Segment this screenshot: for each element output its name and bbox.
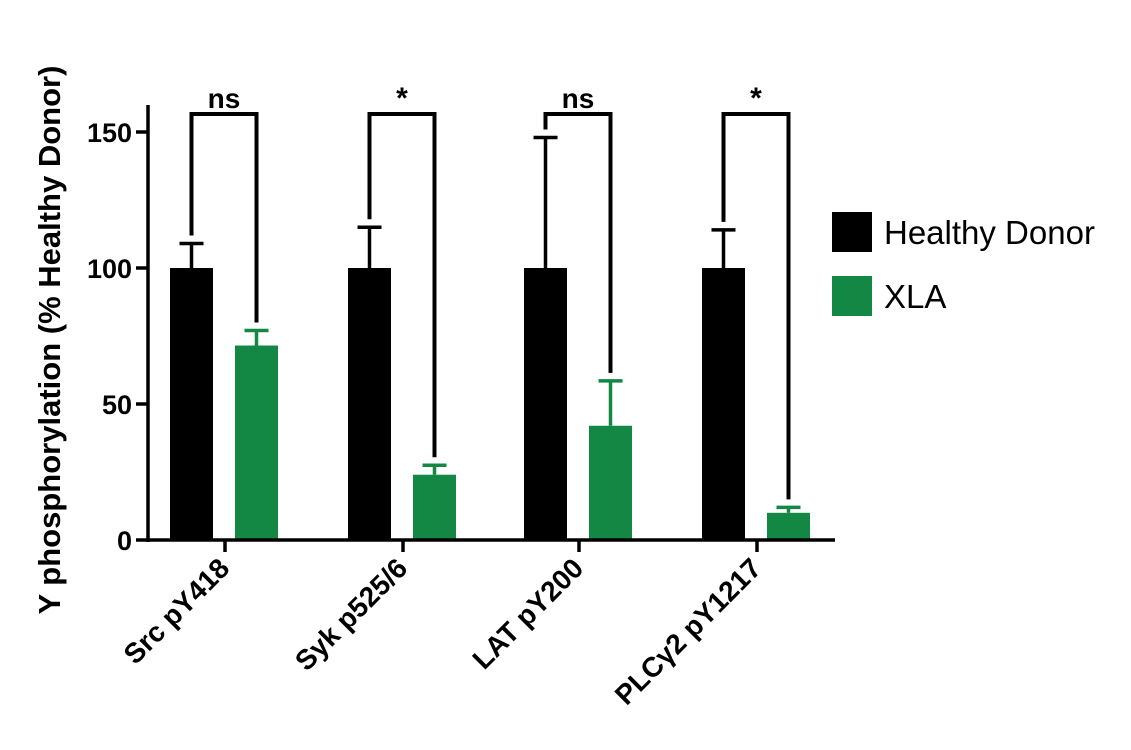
x-tick-label-2: Syk p525/6: [289, 552, 413, 676]
significance-bracket-3: [543, 112, 613, 373]
y-tick-label-100: 100: [87, 254, 132, 284]
y-tick-label-50: 50: [102, 390, 132, 420]
significance-bracket-1: [189, 112, 259, 323]
y-tick-label-150: 150: [87, 118, 132, 148]
bar-xla-3: [589, 425, 632, 540]
bar-xla-1: [235, 345, 278, 540]
significance-label-2: *: [396, 82, 408, 115]
x-tick-label-4: PLCγ2 pY1217: [609, 552, 767, 710]
bar-healthy-donor-2: [348, 268, 391, 540]
bar-xla-2: [413, 474, 456, 540]
significance-label-4: *: [750, 82, 762, 115]
legend: Healthy Donor XLA: [832, 212, 1095, 316]
bar-healthy-donor-4: [702, 268, 745, 540]
bar-healthy-donor-1: [170, 268, 213, 540]
legend-label-xla: XLA: [884, 278, 946, 315]
y-tick-label-0: 0: [117, 526, 132, 556]
significance-layer: ns * ns *: [189, 82, 791, 500]
bars-layer: [170, 268, 810, 540]
x-tick-label-1: Src pY418: [118, 552, 236, 670]
significance-label-3: ns: [562, 83, 595, 114]
bar-xla-4: [767, 512, 810, 540]
error-bars-layer: [179, 135, 801, 513]
legend-swatch-xla: [832, 276, 872, 316]
significance-bracket-4: [721, 112, 791, 500]
legend-swatch-healthy-donor: [832, 212, 872, 252]
y-axis-label: Y phosphorylation (% Healthy Donor): [32, 66, 67, 615]
significance-bracket-2: [367, 112, 437, 458]
x-tick-label-3: LAT pY200: [466, 552, 589, 675]
legend-label-healthy-donor: Healthy Donor: [884, 214, 1095, 251]
bar-healthy-donor-3: [524, 268, 567, 540]
significance-label-1: ns: [208, 83, 241, 114]
